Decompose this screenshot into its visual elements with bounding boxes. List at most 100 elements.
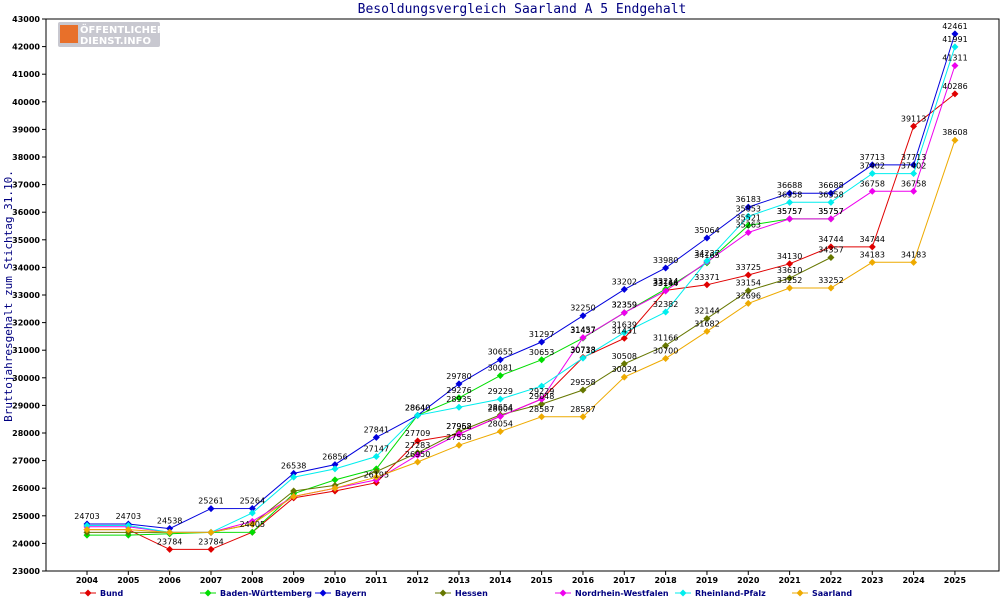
data-label: 31431 xyxy=(612,326,637,335)
legend: Bund Baden-Württemberg Bayern Hessen Nordrhe… xyxy=(80,589,852,598)
data-point xyxy=(83,521,91,529)
series-3 xyxy=(83,30,959,533)
data-label: 31297 xyxy=(529,330,554,339)
y-tick-label: 41000 xyxy=(12,70,40,79)
legend-marker xyxy=(319,589,327,597)
data-point xyxy=(248,509,256,517)
data-point xyxy=(166,528,174,536)
legend-marker xyxy=(84,589,92,597)
data-point xyxy=(455,403,463,411)
data-point xyxy=(124,521,132,529)
legend-entry: Rheinland-Pfalz xyxy=(695,589,766,598)
y-axis: 23000 24000 25000 26000 27000 28000 29000 30000… xyxy=(12,15,46,576)
data-point xyxy=(414,451,422,459)
y-tick-label: 32000 xyxy=(12,319,40,328)
legend-marker xyxy=(439,589,447,597)
data-label: 33725 xyxy=(736,263,761,272)
data-point xyxy=(620,329,628,337)
data-label: 34744 xyxy=(818,235,843,244)
data-point xyxy=(455,441,463,449)
legend-entry: Saarland xyxy=(812,589,852,598)
data-point xyxy=(372,468,380,476)
series-7 xyxy=(83,136,959,536)
data-point xyxy=(744,287,752,295)
data-point xyxy=(579,354,587,362)
data-label-layer: 23784 23784 24405 26195 27709 27958 28604 29229… xyxy=(74,22,967,546)
data-point xyxy=(703,315,711,323)
data-label: 30700 xyxy=(653,346,678,355)
data-point xyxy=(744,271,752,279)
data-label: 33144 xyxy=(653,279,678,288)
data-label: 37402 xyxy=(901,162,926,171)
data-label: 24703 xyxy=(74,512,99,521)
data-point xyxy=(786,215,794,223)
y-tick-label: 33000 xyxy=(12,291,40,300)
data-point xyxy=(703,327,711,335)
data-label: 28604 xyxy=(488,404,513,413)
data-point xyxy=(827,215,835,223)
data-label: 30081 xyxy=(488,364,513,373)
x-tick-label: 2019 xyxy=(696,576,719,585)
data-point xyxy=(744,229,752,237)
data-label: 31437 xyxy=(570,326,595,335)
data-point xyxy=(496,372,504,380)
x-tick-label: 2006 xyxy=(159,576,182,585)
data-label: 33252 xyxy=(777,276,802,285)
data-label: 30655 xyxy=(488,348,513,357)
data-point xyxy=(827,189,835,197)
data-point xyxy=(662,342,670,350)
data-label: 34130 xyxy=(777,252,802,261)
data-label: 27147 xyxy=(364,445,389,454)
data-point xyxy=(786,198,794,206)
data-label: 34165 xyxy=(694,251,719,260)
logo-mark xyxy=(60,25,78,43)
data-point xyxy=(827,243,835,251)
data-point xyxy=(910,187,918,195)
x-tick-label: 2015 xyxy=(530,576,553,585)
data-point xyxy=(620,373,628,381)
data-point xyxy=(786,189,794,197)
data-point xyxy=(662,308,670,316)
y-tick-label: 37000 xyxy=(12,181,40,190)
data-label: 30024 xyxy=(612,365,637,374)
x-tick-label: 2016 xyxy=(572,576,595,585)
y-tick-label: 29000 xyxy=(12,401,40,410)
data-label: 24538 xyxy=(157,517,182,526)
data-point xyxy=(290,492,298,500)
y-axis-label: Bruttojahresgehalt zum Stichtag 31.10. xyxy=(2,170,15,422)
logo: ÖFFENTLICHER DIENST.INFO xyxy=(58,22,165,47)
data-point xyxy=(496,412,504,420)
data-label: 32359 xyxy=(612,301,637,310)
data-label: 30653 xyxy=(529,348,554,357)
data-label: 27962 xyxy=(446,422,471,431)
data-point xyxy=(868,243,876,251)
x-tick-label: 2023 xyxy=(861,576,883,585)
data-point xyxy=(372,453,380,461)
data-point xyxy=(786,284,794,292)
data-label: 30713 xyxy=(570,346,595,355)
data-point xyxy=(703,257,711,265)
data-label: 35263 xyxy=(736,221,761,230)
legend-entry: Bund xyxy=(100,589,123,598)
data-label: 28587 xyxy=(570,405,595,414)
data-point xyxy=(827,254,835,262)
legend-entry: Bayern xyxy=(335,589,367,598)
data-label: 30508 xyxy=(612,352,637,361)
data-label: 33202 xyxy=(612,277,637,286)
series-line xyxy=(87,33,956,530)
data-label: 34357 xyxy=(818,246,843,255)
series-line xyxy=(87,46,956,533)
data-point xyxy=(372,433,380,441)
data-point xyxy=(538,356,546,364)
data-point xyxy=(455,380,463,388)
data-point xyxy=(331,461,339,469)
data-label: 28654 xyxy=(488,403,513,412)
data-label: 35757 xyxy=(818,207,843,216)
data-point xyxy=(951,136,959,144)
data-point xyxy=(331,465,339,473)
x-tick-label: 2007 xyxy=(200,576,222,585)
data-label: 29048 xyxy=(529,392,554,401)
data-label: 37713 xyxy=(901,153,926,162)
data-label: 27841 xyxy=(364,425,389,434)
data-point xyxy=(827,198,835,206)
